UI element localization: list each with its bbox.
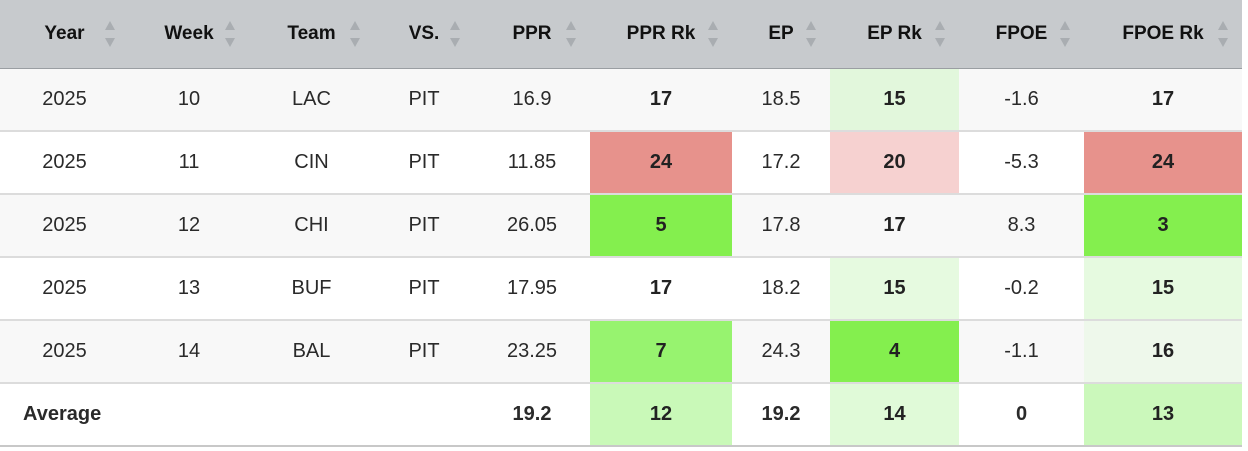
average-label: Average <box>0 383 474 447</box>
sort-arrows-icon[interactable] <box>1218 19 1228 49</box>
average-ppr: 19.2 <box>474 383 590 447</box>
cell-fpoe-rk: 16 <box>1084 320 1242 384</box>
cell-year: 2025 <box>0 68 129 132</box>
table-row: 2025 14 BAL PIT 23.25 7 24.3 4 -1.1 16 <box>0 320 1242 384</box>
cell-vs: PIT <box>374 194 474 258</box>
column-header-fpoe[interactable]: FPOE <box>959 0 1084 69</box>
cell-team: CHI <box>249 194 374 258</box>
cell-year: 2025 <box>0 320 129 384</box>
cell-fpoe: -0.2 <box>959 257 1084 321</box>
cell-team: BAL <box>249 320 374 384</box>
cell-vs: PIT <box>374 68 474 132</box>
average-ppr-rk: 12 <box>590 383 732 447</box>
average-fpoe: 0 <box>959 383 1084 447</box>
cell-ppr: 16.9 <box>474 68 590 132</box>
sort-arrows-icon[interactable] <box>1060 19 1070 49</box>
cell-week: 11 <box>129 131 249 195</box>
table-row: 2025 10 LAC PIT 16.9 17 18.5 15 -1.6 17 <box>0 68 1242 132</box>
cell-ppr: 23.25 <box>474 320 590 384</box>
cell-ep-rk: 4 <box>830 320 959 384</box>
column-header-vs[interactable]: VS. <box>374 0 474 69</box>
cell-ep: 17.2 <box>732 131 830 195</box>
cell-team: BUF <box>249 257 374 321</box>
sort-arrows-icon[interactable] <box>225 19 235 49</box>
cell-ep-rk: 17 <box>830 194 959 258</box>
cell-ppr: 17.95 <box>474 257 590 321</box>
cell-ppr-rk: 17 <box>590 68 732 132</box>
table-row: 2025 12 CHI PIT 26.05 5 17.8 17 8.3 3 <box>0 194 1242 258</box>
cell-ppr-rk: 7 <box>590 320 732 384</box>
cell-ep-rk: 15 <box>830 68 959 132</box>
table-header-row: Year Week Team VS. PPR PPR Rk EP EP Rk F… <box>0 0 1242 69</box>
sort-arrows-icon[interactable] <box>566 19 576 49</box>
cell-fpoe-rk: 17 <box>1084 68 1242 132</box>
cell-year: 2025 <box>0 194 129 258</box>
column-header-year[interactable]: Year <box>0 0 129 69</box>
cell-ep: 18.5 <box>732 68 830 132</box>
cell-ppr: 11.85 <box>474 131 590 195</box>
average-fpoe-rk: 13 <box>1084 383 1242 447</box>
cell-year: 2025 <box>0 257 129 321</box>
cell-fpoe: -1.6 <box>959 68 1084 132</box>
column-header-ppr-rk[interactable]: PPR Rk <box>590 0 732 69</box>
cell-ppr: 26.05 <box>474 194 590 258</box>
cell-ep-rk: 20 <box>830 131 959 195</box>
cell-week: 13 <box>129 257 249 321</box>
cell-team: CIN <box>249 131 374 195</box>
column-header-ep-rk[interactable]: EP Rk <box>830 0 959 69</box>
cell-ep-rk: 15 <box>830 257 959 321</box>
cell-fpoe: -5.3 <box>959 131 1084 195</box>
cell-vs: PIT <box>374 320 474 384</box>
cell-fpoe-rk: 24 <box>1084 131 1242 195</box>
cell-year: 2025 <box>0 131 129 195</box>
cell-week: 14 <box>129 320 249 384</box>
cell-fpoe: -1.1 <box>959 320 1084 384</box>
sort-arrows-icon[interactable] <box>450 19 460 49</box>
average-row: Average 19.2 12 19.2 14 0 13 <box>0 383 1242 447</box>
column-header-ppr[interactable]: PPR <box>474 0 590 69</box>
sort-arrows-icon[interactable] <box>935 19 945 49</box>
column-header-team[interactable]: Team <box>249 0 374 69</box>
cell-week: 10 <box>129 68 249 132</box>
cell-fpoe-rk: 15 <box>1084 257 1242 321</box>
cell-vs: PIT <box>374 257 474 321</box>
column-header-ep[interactable]: EP <box>732 0 830 69</box>
cell-fpoe-rk: 3 <box>1084 194 1242 258</box>
cell-week: 12 <box>129 194 249 258</box>
cell-vs: PIT <box>374 131 474 195</box>
cell-ppr-rk: 17 <box>590 257 732 321</box>
table-row: 2025 11 CIN PIT 11.85 24 17.2 20 -5.3 24 <box>0 131 1242 195</box>
sort-arrows-icon[interactable] <box>708 19 718 49</box>
sort-arrows-icon[interactable] <box>105 19 115 49</box>
cell-ppr-rk: 5 <box>590 194 732 258</box>
average-ep-rk: 14 <box>830 383 959 447</box>
average-ep: 19.2 <box>732 383 830 447</box>
column-header-fpoe-rk[interactable]: FPOE Rk <box>1084 0 1242 69</box>
sort-arrows-icon[interactable] <box>350 19 360 49</box>
cell-fpoe: 8.3 <box>959 194 1084 258</box>
cell-ep: 18.2 <box>732 257 830 321</box>
sort-arrows-icon[interactable] <box>806 19 816 49</box>
cell-ep: 17.8 <box>732 194 830 258</box>
table-row: 2025 13 BUF PIT 17.95 17 18.2 15 -0.2 15 <box>0 257 1242 321</box>
column-header-week[interactable]: Week <box>129 0 249 69</box>
cell-ep: 24.3 <box>732 320 830 384</box>
cell-ppr-rk: 24 <box>590 131 732 195</box>
cell-team: LAC <box>249 68 374 132</box>
